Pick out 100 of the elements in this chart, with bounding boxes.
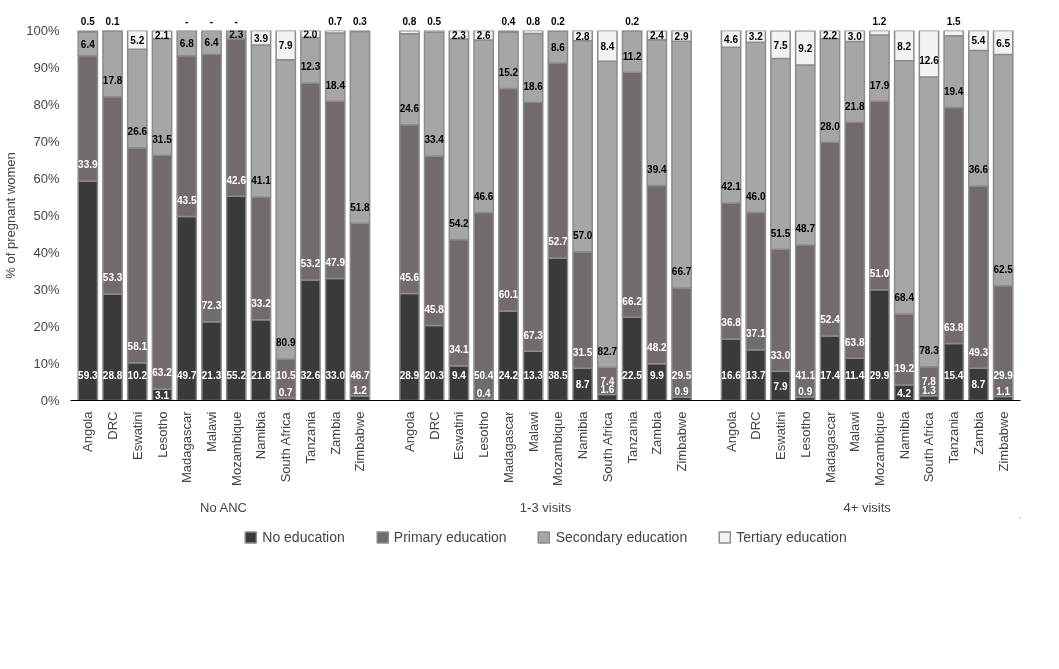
data-label: 20.3 [424, 369, 445, 381]
data-label: 12.3 [300, 61, 321, 73]
data-label: 49.3 [968, 346, 989, 358]
data-label: 0.4 [501, 15, 516, 27]
data-label: 10.2 [127, 369, 148, 381]
x-tick-label: Lesotho [476, 411, 492, 458]
data-label: 0.3 [353, 15, 368, 27]
data-label: 11.4 [845, 369, 865, 381]
data-label: 2.3 [229, 29, 244, 41]
data-label: 58.1 [127, 341, 148, 353]
data-label: 2.9 [674, 30, 689, 42]
data-label: 6.5 [996, 37, 1011, 49]
data-label: 32.6 [300, 369, 321, 381]
data-label: 47.9 [325, 256, 346, 268]
data-label: 0.7 [278, 386, 294, 398]
x-tick-label: Mozambique [871, 411, 887, 486]
data-label: 0.2 [550, 15, 566, 27]
data-label: 0.8 [526, 15, 541, 27]
data-label: 66.7 [671, 266, 692, 278]
data-label: 39.4 [647, 163, 667, 175]
data-label: 34.1 [449, 344, 470, 356]
data-label: 82.7 [597, 345, 618, 357]
data-label: 4.6 [724, 33, 739, 45]
data-label: 17.9 [869, 79, 890, 91]
data-label: 1.2 [872, 15, 887, 27]
data-label: - [209, 15, 214, 27]
data-label: 26.6 [127, 126, 148, 138]
data-label: 6.8 [179, 38, 195, 50]
text: 1-3 visits [519, 499, 572, 515]
data-label: 2.2 [823, 29, 838, 41]
data-label: 66.2 [622, 295, 643, 307]
data-label: 6.4 [204, 37, 219, 49]
y-tick-label: 20% [33, 319, 60, 334]
data-label: 33.2 [251, 298, 272, 310]
data-label: 46.0 [746, 190, 766, 202]
data-label: 3.1 [155, 389, 170, 401]
x-tick-label: Namibia [896, 410, 912, 460]
x-tick-label: Namibia [253, 410, 269, 460]
data-label: 31.5 [572, 346, 593, 358]
data-label: 18.6 [523, 80, 544, 92]
y-tick-label: 60% [33, 171, 60, 186]
data-label: 3.9 [254, 32, 269, 44]
data-label: 53.2 [300, 258, 321, 270]
x-tick-label: Lesotho [154, 411, 170, 458]
data-label: 17.4 [820, 369, 841, 381]
data-label: 31.5 [152, 133, 173, 145]
data-label: 36.6 [968, 164, 989, 176]
x-tick-label: Zimbabwe [352, 411, 368, 472]
data-label: 19.4 [943, 85, 964, 97]
data-label: 0.5 [80, 15, 96, 27]
data-label: 63.2 [152, 367, 173, 379]
data-label: 0.9 [798, 386, 813, 398]
x-tick-label: Zambia [327, 410, 343, 455]
data-label: 51.0 [869, 268, 890, 280]
data-label: 38.5 [548, 369, 569, 381]
data-label: 2.4 [649, 30, 665, 42]
data-label: 18.4 [325, 79, 346, 91]
x-tick-label: Madagascar [179, 410, 195, 484]
data-label: 9.2 [798, 43, 813, 55]
x-tick-label: DRC [105, 411, 121, 440]
data-label: - [185, 15, 189, 27]
data-label: 7.9 [278, 40, 294, 52]
x-tick-label: Zambia [649, 410, 665, 455]
data-label: 1.5 [946, 15, 962, 27]
data-label: 29.5 [671, 369, 692, 381]
data-label: 13.3 [523, 369, 544, 381]
data-label: 0.8 [402, 15, 417, 27]
data-label: 10.5 [276, 369, 296, 381]
text: 4+ visits [843, 499, 892, 515]
x-tick-label: Angola [80, 410, 96, 452]
x-tick-label: Malawi [847, 411, 863, 452]
x-tick-label: Angola [723, 410, 739, 452]
x-tick-label: Mozambique [550, 411, 566, 486]
data-label: 49.7 [177, 369, 197, 381]
data-label: 4.2 [897, 387, 912, 399]
data-label: 33.9 [78, 159, 98, 171]
data-label: 51.5 [770, 227, 791, 239]
data-label: 36.8 [721, 317, 742, 329]
data-label: 7.5 [773, 39, 788, 51]
data-label: 59.3 [78, 369, 98, 381]
data-label: 16.6 [721, 369, 742, 381]
data-label: 0.5 [427, 15, 442, 27]
y-tick-label: 0% [40, 393, 60, 408]
data-label: 46.7 [350, 369, 371, 381]
data-label: 2.8 [575, 30, 590, 42]
data-label: 46.6 [473, 190, 494, 202]
data-label: 24.2 [498, 369, 519, 381]
data-label: 8.6 [550, 42, 566, 54]
data-label: 0.4 [476, 388, 492, 400]
data-label: 3.2 [748, 31, 764, 43]
y-tick-label: 80% [33, 97, 60, 112]
x-tick-label: Malawi [204, 411, 220, 452]
data-label: 0.9 [674, 386, 689, 398]
data-label: 42.6 [226, 174, 247, 186]
x-tick-label: Eswatini [773, 411, 789, 460]
x-tick-label: South Africa [921, 411, 937, 483]
data-label: 33.0 [325, 369, 346, 381]
data-label: 67.3 [523, 329, 544, 341]
x-tick-label: Tanzania [946, 410, 962, 464]
x-tick-label: Madagascar [500, 410, 516, 484]
